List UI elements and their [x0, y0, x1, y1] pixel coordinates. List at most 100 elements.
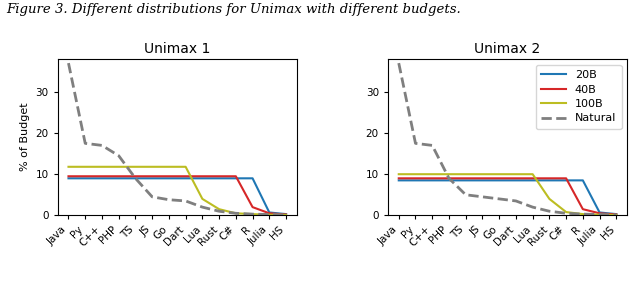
Line: 100B: 100B [68, 167, 286, 215]
Line: 100B: 100B [399, 174, 616, 215]
100B [545, 197, 553, 201]
20B [563, 178, 570, 182]
40B [479, 176, 486, 180]
40B [266, 212, 273, 215]
Natural [596, 213, 604, 216]
100B [65, 165, 72, 168]
Natural [215, 209, 223, 213]
Natural [512, 199, 520, 203]
Natural [579, 212, 587, 216]
Natural [249, 212, 257, 216]
100B [596, 213, 604, 217]
20B [445, 178, 452, 182]
20B [529, 178, 536, 182]
100B [266, 213, 273, 217]
20B [249, 176, 257, 180]
100B [165, 165, 173, 168]
Natural [529, 205, 536, 209]
20B [428, 178, 436, 182]
100B [563, 210, 570, 214]
40B [412, 176, 419, 180]
20B [81, 176, 89, 180]
20B [215, 176, 223, 180]
Title: Unimax 1: Unimax 1 [144, 42, 211, 56]
100B [495, 173, 503, 176]
40B [165, 174, 173, 178]
Legend: 20B, 40B, 100B, Natural: 20B, 40B, 100B, Natural [536, 65, 621, 129]
Natural [412, 142, 419, 145]
Line: Natural: Natural [68, 63, 286, 215]
20B [98, 176, 106, 180]
100B [132, 165, 140, 168]
40B [198, 174, 206, 178]
20B [182, 176, 189, 180]
Natural [479, 195, 486, 199]
Title: Unimax 2: Unimax 2 [474, 42, 541, 56]
100B [182, 165, 189, 168]
40B [65, 174, 72, 178]
Line: 40B: 40B [399, 178, 616, 214]
Natural [612, 213, 620, 217]
40B [512, 176, 520, 180]
Line: 20B: 20B [68, 178, 286, 214]
20B [462, 178, 470, 182]
20B [612, 212, 620, 216]
40B [395, 176, 403, 180]
Natural [545, 209, 553, 213]
100B [412, 173, 419, 176]
Natural [445, 176, 452, 180]
100B [198, 197, 206, 201]
100B [462, 173, 470, 176]
40B [545, 176, 553, 180]
100B [215, 207, 223, 211]
40B [81, 174, 89, 178]
Natural [232, 212, 240, 215]
20B [165, 176, 173, 180]
40B [182, 174, 189, 178]
100B [579, 212, 587, 216]
40B [596, 212, 604, 215]
100B [428, 173, 436, 176]
20B [596, 211, 604, 214]
20B [115, 176, 122, 180]
40B [445, 176, 452, 180]
20B [282, 212, 290, 216]
40B [282, 213, 290, 216]
100B [282, 213, 290, 217]
100B [148, 165, 156, 168]
100B [232, 212, 240, 215]
Line: 20B: 20B [399, 180, 616, 214]
40B [249, 205, 257, 209]
20B [412, 178, 419, 182]
100B [98, 165, 106, 168]
20B [495, 178, 503, 182]
100B [395, 173, 403, 176]
20B [512, 178, 520, 182]
100B [445, 173, 452, 176]
Natural [395, 61, 403, 65]
Line: Natural: Natural [399, 63, 616, 215]
Natural [563, 212, 570, 215]
20B [148, 176, 156, 180]
100B [512, 173, 520, 176]
Text: Figure 3. Different distributions for Unimax with different budgets.: Figure 3. Different distributions for Un… [6, 3, 461, 16]
Line: 40B: 40B [68, 176, 286, 214]
20B [198, 176, 206, 180]
20B [579, 178, 587, 182]
100B [249, 212, 257, 216]
40B [132, 174, 140, 178]
40B [115, 174, 122, 178]
100B [479, 173, 486, 176]
Natural [428, 144, 436, 147]
40B [148, 174, 156, 178]
40B [462, 176, 470, 180]
Natural [198, 205, 206, 209]
Natural [182, 199, 189, 203]
Natural [462, 193, 470, 196]
40B [529, 176, 536, 180]
Natural [266, 213, 273, 216]
100B [115, 165, 122, 168]
Natural [115, 154, 122, 158]
40B [612, 213, 620, 216]
40B [563, 176, 570, 180]
